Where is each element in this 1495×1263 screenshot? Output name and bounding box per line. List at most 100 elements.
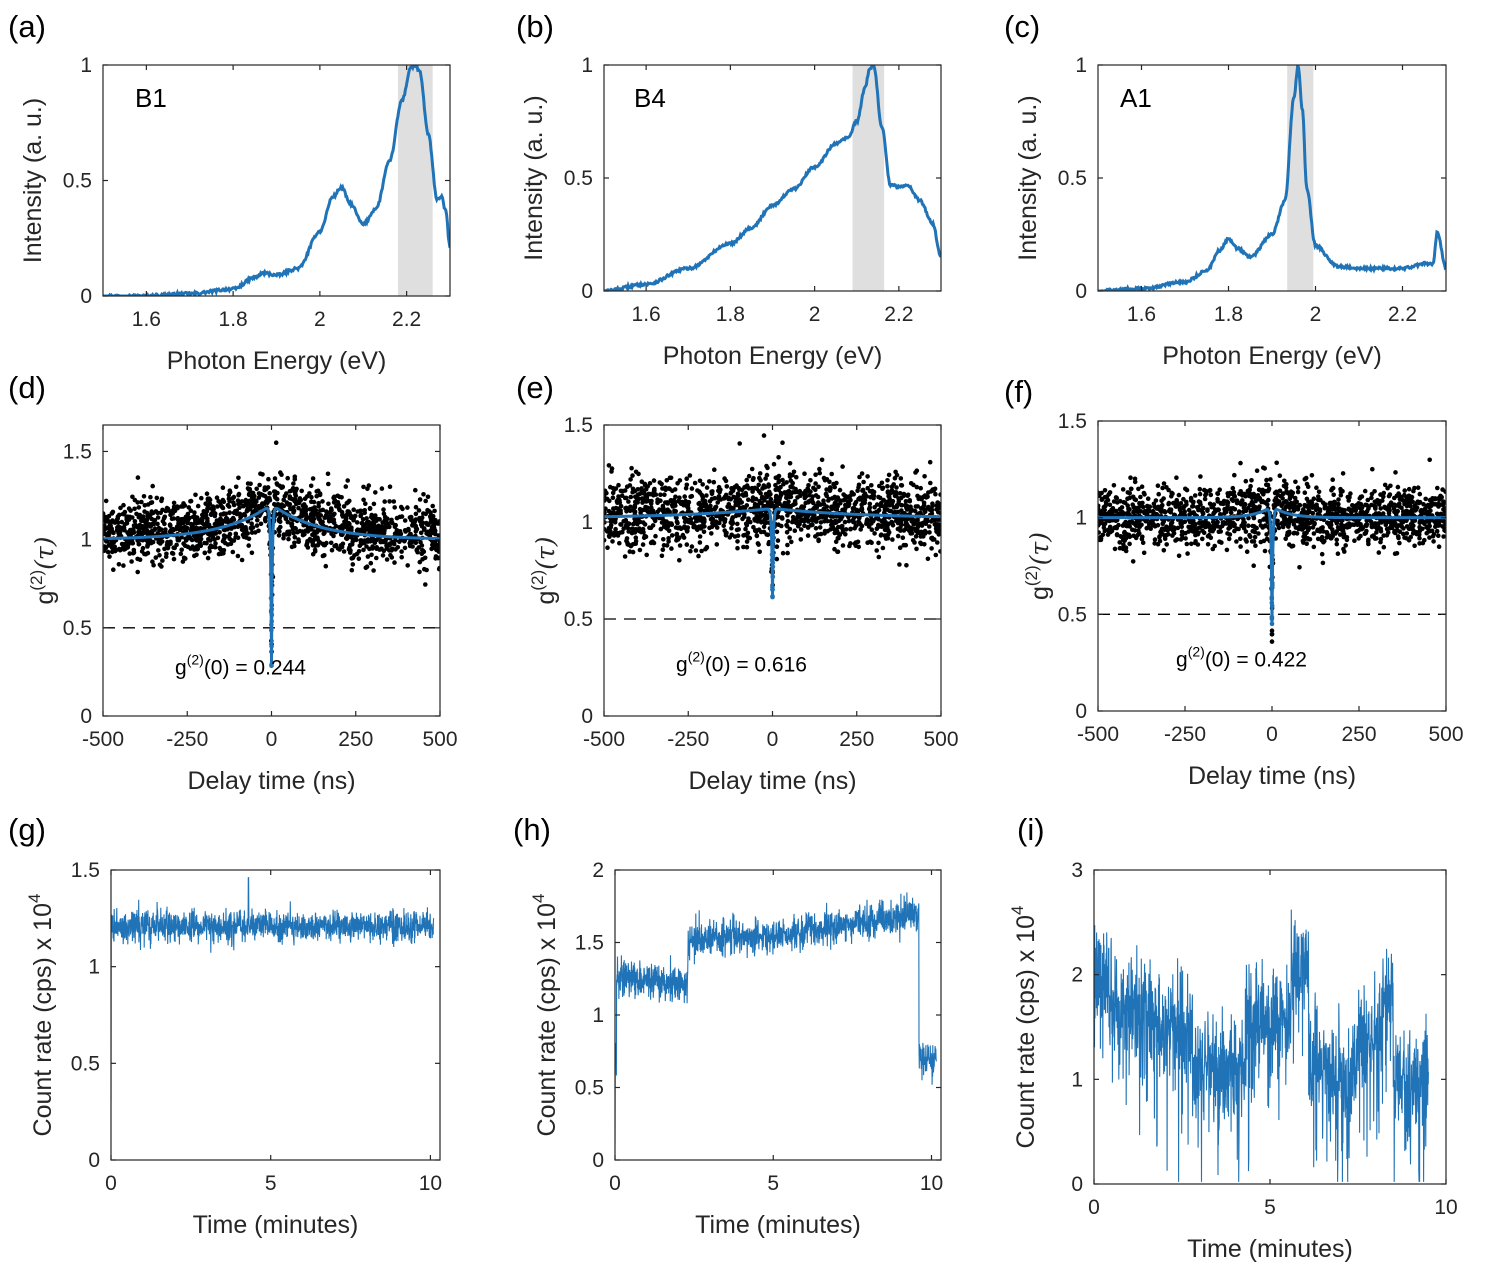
- data-point: [787, 535, 792, 540]
- data-point: [110, 509, 116, 515]
- data-point: [1316, 489, 1322, 495]
- data-point: [384, 557, 390, 562]
- data-point: [754, 486, 760, 492]
- data-point: [1135, 509, 1140, 514]
- data-point: [894, 485, 899, 490]
- data-point: [1356, 501, 1361, 506]
- data-point: [731, 505, 736, 511]
- data-point: [238, 514, 244, 520]
- data-point: [874, 502, 880, 507]
- data-point: [1340, 471, 1346, 476]
- data-point: [898, 525, 903, 531]
- data-point: [774, 529, 780, 535]
- data-point: [1193, 531, 1198, 537]
- data-point: [780, 440, 785, 446]
- data-point: [1206, 532, 1212, 538]
- data-point: [867, 505, 873, 510]
- data-point: [1099, 520, 1104, 525]
- data-point: [1406, 493, 1412, 499]
- data-point: [685, 504, 690, 510]
- data-point: [183, 536, 188, 541]
- sample-tag: B4: [634, 83, 666, 113]
- panel-f: (f)g(2)(0) = 0.422-500 -250 0 250 50000.511.…: [1004, 374, 1464, 790]
- data-point: [867, 488, 873, 494]
- data-point: [300, 532, 306, 538]
- axes-frame: [614, 869, 942, 1161]
- data-point: [187, 515, 192, 521]
- data-point: [1441, 499, 1446, 504]
- data-point: [162, 514, 168, 520]
- data-point: [1395, 534, 1401, 539]
- y-axis-label: Intensity (a. u.): [19, 98, 47, 263]
- data-point: [933, 491, 938, 497]
- data-point: [608, 484, 613, 490]
- data-point: [369, 552, 374, 558]
- data-point: [638, 510, 643, 516]
- data-point: [380, 553, 386, 558]
- data-point: [1277, 473, 1283, 479]
- data-point: [1195, 542, 1201, 547]
- data-point: [765, 532, 771, 538]
- data-point: [226, 496, 232, 502]
- data-point: [1247, 493, 1253, 499]
- data-point: [1242, 502, 1248, 507]
- data-point: [254, 486, 259, 492]
- data-point: [922, 474, 927, 479]
- data-point: [841, 497, 847, 503]
- data-point: [253, 498, 259, 504]
- data-point: [157, 538, 162, 544]
- data-point: [735, 545, 740, 551]
- data-point: [1269, 628, 1275, 633]
- data-point: [1139, 484, 1145, 490]
- data-point: [813, 493, 819, 498]
- data-point: [885, 532, 891, 537]
- data-point: [681, 515, 687, 521]
- data-point: [239, 527, 245, 532]
- data-point: [1307, 509, 1312, 515]
- data-point: [922, 542, 927, 547]
- data-point: [1302, 533, 1308, 538]
- panel-label: (b): [516, 9, 554, 44]
- data-point: [1122, 521, 1127, 526]
- data-point: [1136, 528, 1141, 533]
- panel-label: (d): [8, 370, 46, 405]
- data-point: [281, 532, 287, 537]
- data-point: [1374, 530, 1379, 535]
- data-point: [819, 457, 825, 463]
- data-point: [370, 544, 375, 549]
- data-point: [874, 548, 879, 553]
- data-point: [618, 488, 624, 494]
- data-point: [903, 519, 909, 525]
- data-point: [266, 476, 271, 482]
- data-point: [168, 523, 173, 529]
- data-point: [243, 497, 249, 503]
- count-rate-trace: [615, 892, 937, 1146]
- data-point: [909, 518, 915, 523]
- data-point: [660, 547, 666, 552]
- data-point: [872, 531, 877, 536]
- data-point: [738, 505, 743, 511]
- data-point: [214, 495, 220, 501]
- data-point: [1245, 490, 1250, 495]
- data-point: [1442, 528, 1446, 533]
- data-point: [1232, 472, 1237, 478]
- data-point: [1434, 528, 1440, 534]
- data-point: [1399, 505, 1404, 511]
- data-point: [146, 530, 151, 535]
- data-point: [256, 495, 262, 500]
- data-point: [315, 542, 321, 548]
- data-point: [1175, 525, 1181, 531]
- data-point: [191, 533, 197, 539]
- data-point: [809, 498, 815, 504]
- data-point: [249, 526, 254, 531]
- data-point: [938, 549, 941, 554]
- data-point: [286, 536, 291, 542]
- data-point: [292, 535, 298, 540]
- data-point: [1174, 537, 1180, 542]
- data-point: [879, 532, 884, 537]
- data-point: [765, 465, 770, 471]
- data-point: [883, 536, 889, 541]
- data-point: [712, 467, 717, 473]
- data-point: [1098, 530, 1101, 535]
